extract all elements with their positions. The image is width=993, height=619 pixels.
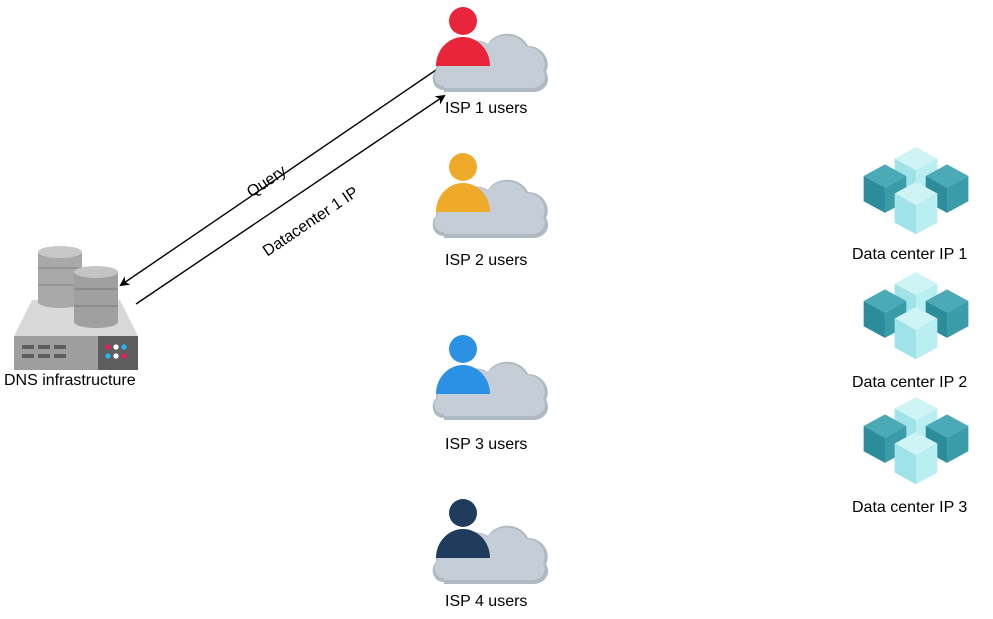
isp-4-label: ISP 4 users bbox=[445, 593, 528, 610]
datacenter-2-icon bbox=[863, 271, 969, 360]
isp-4-users-icon bbox=[432, 499, 549, 584]
dns-label: DNS infrastructure bbox=[4, 372, 136, 389]
datacenter-2-label: Data center IP 2 bbox=[852, 374, 968, 391]
isp-3-users-icon bbox=[432, 335, 549, 420]
datacenter-3-label: Data center IP 3 bbox=[852, 499, 968, 516]
response-arrow bbox=[135, 94, 446, 305]
query-arrow bbox=[119, 69, 437, 287]
isp-2-users-icon bbox=[432, 153, 549, 238]
isp-2-label: ISP 2 users bbox=[445, 252, 528, 269]
datacenter-1-icon bbox=[863, 146, 969, 235]
datacenter-3-icon bbox=[863, 396, 969, 485]
datacenter-1-label: Data center IP 1 bbox=[852, 246, 968, 263]
isp-3-label: ISP 3 users bbox=[445, 436, 528, 453]
isp-1-label: ISP 1 users bbox=[445, 100, 528, 117]
dns-server-icon bbox=[14, 246, 138, 370]
isp-1-users-icon bbox=[432, 7, 549, 92]
